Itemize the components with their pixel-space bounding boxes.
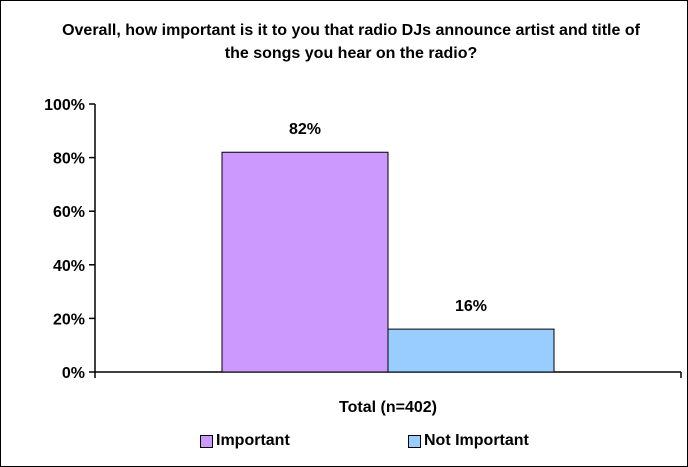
bar-not-important: [387, 328, 555, 373]
y-tick-label: 60%: [53, 204, 85, 221]
legend-label-important: Important: [216, 432, 290, 449]
legend-swatch-not-important: [408, 434, 421, 448]
y-tick-label: 0%: [62, 365, 85, 382]
legend-label-not-important: Not Important: [424, 432, 529, 449]
y-tick-label: 80%: [53, 151, 85, 168]
bar-important: [221, 151, 389, 373]
y-tick-label: 40%: [53, 258, 85, 275]
legend-swatch-important: [200, 434, 213, 448]
chart-title: Overall, how important is it to you that…: [62, 22, 640, 62]
legend-item-not-important: Not Important: [408, 432, 529, 450]
legend-item-important: Important: [200, 432, 290, 450]
data-label-important: 82%: [289, 121, 321, 138]
chart-legend: Important Not Important: [1, 432, 687, 454]
chart-bars: [221, 151, 555, 373]
x-category-label: Total (n=402): [339, 399, 437, 416]
chart-labels: 82% 16% Total (n=402): [289, 121, 487, 416]
data-label-not-important: 16%: [455, 298, 487, 315]
bar-chart: 0% 20% 40% 60% 80% 100% 82% 16% Total (n=402): [44, 97, 682, 416]
chart-axes: 0% 20% 40% 60% 80% 100%: [44, 97, 682, 382]
y-tick-label: 20%: [53, 311, 85, 328]
y-tick-label: 100%: [44, 97, 85, 114]
